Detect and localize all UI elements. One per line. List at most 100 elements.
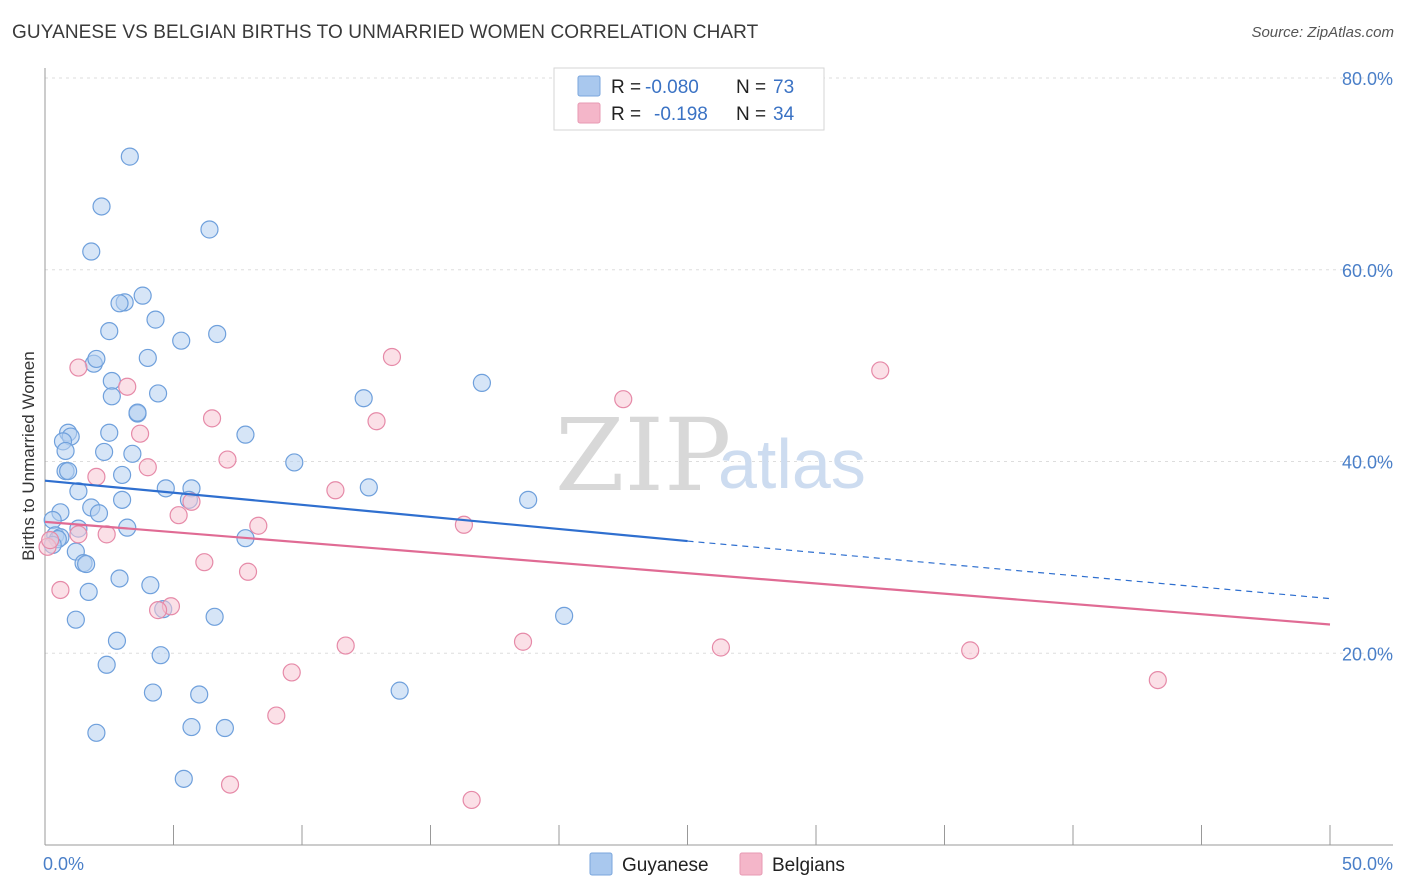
point-guyanese	[112, 465, 132, 485]
point-guyanese	[92, 197, 111, 216]
point-guyanese	[555, 606, 574, 625]
point-guyanese	[79, 582, 98, 601]
point-belgians	[51, 580, 70, 600]
point-belgians	[202, 409, 222, 428]
point-belgians	[138, 458, 157, 477]
legend-r-value: -0.080	[645, 77, 699, 98]
y-tick-label: 40.0%	[1342, 453, 1393, 473]
point-belgians	[326, 481, 345, 500]
point-guyanese	[205, 607, 224, 626]
x-tick-label: 0.0%	[43, 854, 84, 874]
y-axis-label: Births to Unmarried Women	[19, 351, 38, 560]
legend-swatch-guyanese	[589, 852, 613, 876]
point-guyanese	[87, 349, 106, 369]
point-guyanese	[143, 683, 163, 702]
legend-r-label: R =	[611, 104, 641, 125]
trend-line-belgians	[44, 520, 1331, 626]
point-guyanese	[208, 324, 227, 344]
point-belgians	[871, 361, 890, 380]
point-belgians	[249, 516, 268, 535]
point-belgians	[282, 663, 301, 682]
y-tick-label: 80.0%	[1342, 69, 1393, 89]
trend-lines	[44, 479, 1331, 626]
watermark: ZIP atlas	[555, 397, 866, 514]
correlation-legend: R = -0.080 N = 73 R = -0.198 N = 34	[553, 67, 825, 131]
point-belgians	[130, 424, 150, 443]
point-guyanese	[89, 504, 109, 523]
series-legend: Guyanese Belgians	[589, 852, 845, 876]
point-guyanese	[123, 444, 142, 463]
chart-source: Source: ZipAtlas.com	[1251, 24, 1394, 41]
point-guyanese	[112, 490, 132, 509]
x-tick-labels: 0.0% 50.0%	[43, 854, 1393, 874]
point-belgians	[220, 775, 240, 794]
y-tick-label: 60.0%	[1342, 261, 1393, 281]
point-guyanese	[95, 442, 114, 462]
legend-n-value: 34	[773, 104, 795, 125]
point-guyanese	[200, 220, 219, 239]
point-belgians	[267, 706, 286, 725]
point-guyanese	[77, 554, 96, 574]
point-guyanese	[56, 441, 75, 461]
point-guyanese	[97, 655, 116, 674]
point-belgians	[238, 562, 258, 581]
legend-swatch-guyanese	[577, 75, 601, 97]
point-belgians	[218, 450, 237, 469]
point-guyanese	[43, 510, 62, 530]
point-belgians	[195, 553, 214, 572]
point-belgians	[148, 601, 168, 620]
point-guyanese	[100, 322, 119, 341]
point-guyanese	[148, 384, 168, 403]
point-guyanese	[128, 403, 147, 422]
y-tick-labels: 20.0% 40.0% 60.0% 80.0%	[1342, 69, 1393, 664]
point-belgians	[513, 632, 533, 651]
trend-line-guyanese	[44, 479, 688, 543]
point-guyanese	[141, 576, 160, 595]
point-guyanese	[59, 461, 78, 481]
point-belgians	[367, 412, 386, 431]
point-belgians	[69, 525, 88, 544]
point-guyanese	[390, 681, 409, 700]
point-guyanese	[102, 371, 121, 391]
point-guyanese	[120, 147, 139, 166]
point-guyanese	[156, 479, 175, 498]
point-guyanese	[107, 631, 127, 650]
point-guyanese	[133, 286, 152, 305]
point-guyanese	[190, 685, 209, 704]
point-guyanese	[102, 387, 121, 406]
point-guyanese	[87, 723, 106, 742]
watermark-zip: ZIP	[555, 397, 731, 514]
y-tick-label: 20.0%	[1342, 644, 1393, 664]
point-belgians	[711, 638, 731, 657]
watermark-atlas: atlas	[718, 425, 866, 503]
trend-line-extension-guyanese	[687, 540, 1331, 600]
point-guyanese	[110, 294, 129, 313]
point-belgians	[97, 525, 116, 544]
point-belgians	[118, 377, 137, 396]
point-guyanese	[82, 242, 101, 261]
point-belgians	[961, 641, 980, 660]
point-guyanese	[359, 478, 378, 497]
x-tick-label: 50.0%	[1342, 854, 1393, 874]
point-belgians	[336, 636, 355, 655]
point-guyanese	[236, 425, 255, 444]
legend-n-label: N =	[736, 104, 766, 125]
point-guyanese	[146, 310, 165, 329]
point-belgians	[1148, 670, 1167, 690]
point-belgians	[169, 506, 188, 525]
point-belgians	[614, 390, 633, 409]
point-guyanese	[66, 610, 85, 629]
point-belgians	[87, 467, 106, 486]
point-belgians	[462, 790, 481, 810]
point-belgians	[382, 347, 402, 367]
point-guyanese	[172, 331, 191, 350]
point-guyanese	[215, 718, 234, 738]
legend-label-guyanese: Guyanese	[622, 855, 709, 876]
legend-swatch-belgians	[577, 102, 601, 124]
point-belgians	[41, 531, 60, 550]
legend-r-value: -0.198	[654, 104, 708, 125]
legend-n-value: 73	[773, 77, 794, 98]
point-belgians	[182, 492, 201, 511]
point-guyanese	[354, 389, 373, 408]
